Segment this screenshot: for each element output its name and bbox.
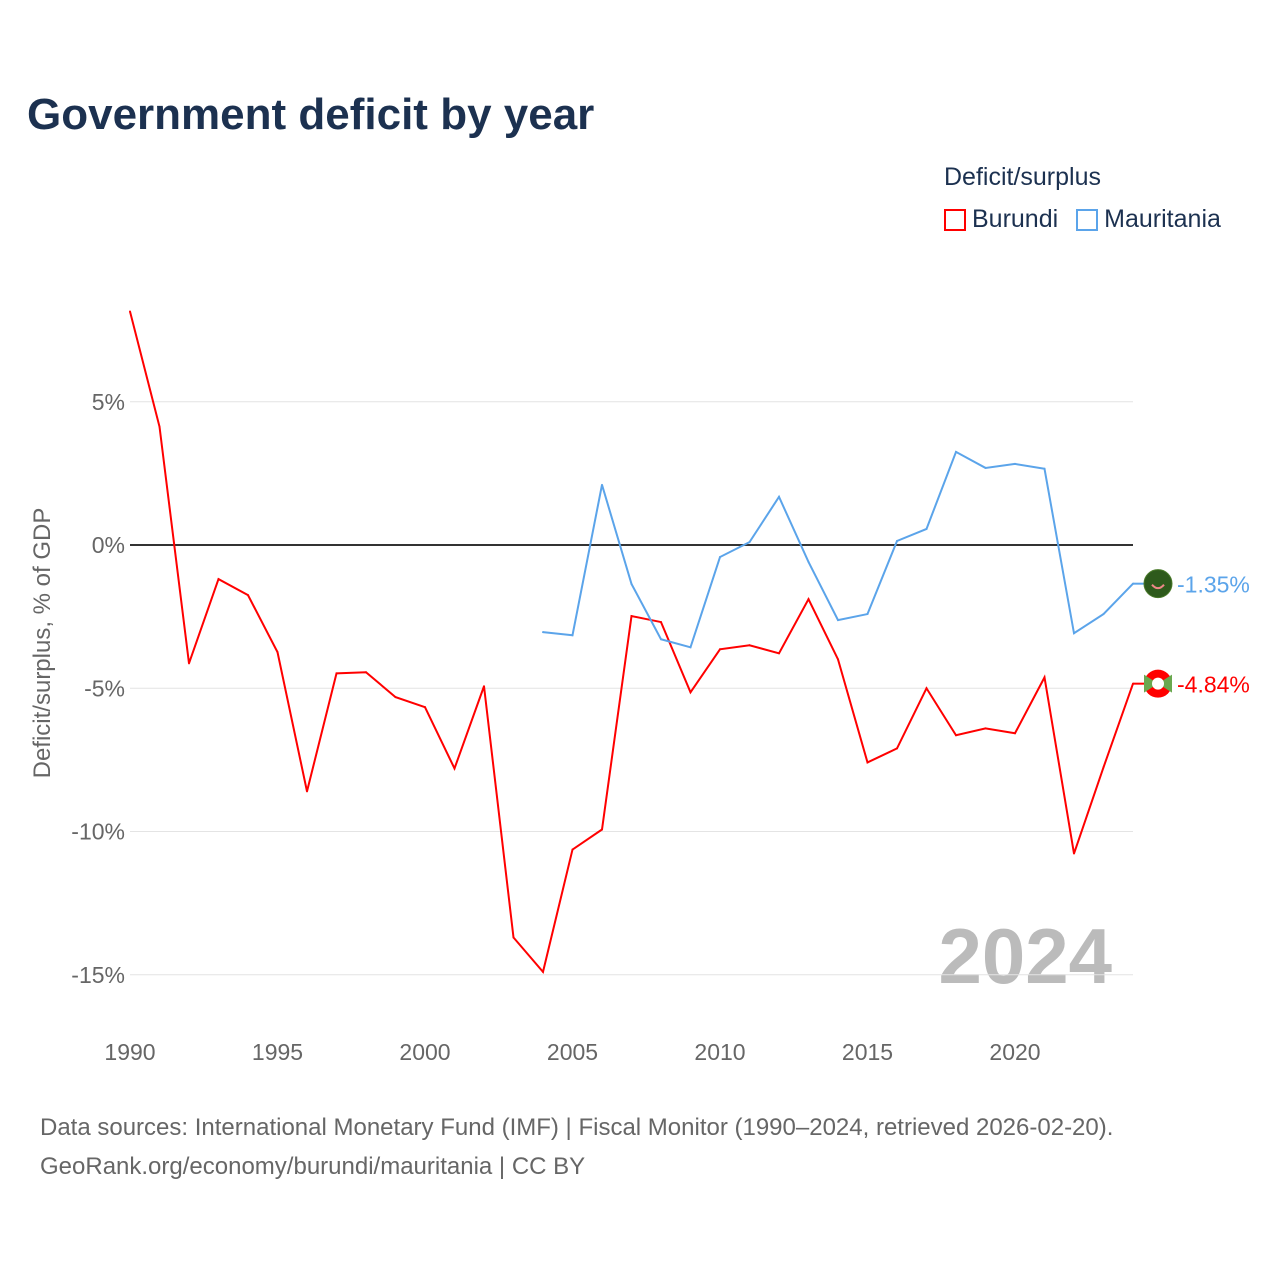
data-point [630,615,633,618]
data-point [129,310,131,313]
data-point [1014,462,1016,465]
data-point [689,646,692,649]
x-tick-label: 2005 [547,1039,598,1065]
y-tick-label: -10% [71,819,125,845]
y-tick-label: -5% [84,675,125,701]
data-point [719,648,721,651]
x-tick-label: 2020 [989,1039,1040,1065]
data-point [925,527,928,530]
series-line-burundi [129,311,1134,975]
legend: Burundi Mauritania [944,205,1221,234]
legend-swatch-burundi [944,208,966,231]
data-point [748,644,751,647]
data-point [778,652,780,655]
y-tick-label: 0% [92,532,125,558]
data-point [1102,613,1105,616]
data-point [1073,632,1075,635]
data-point [1073,852,1075,855]
source-line-2[interactable]: GeoRank.org/economy/burundi/mauritania |… [40,1153,586,1180]
y-tick-label: 5% [92,389,125,415]
mauritania-flag-crescent [1151,583,1165,590]
data-point [955,450,957,453]
end-value-label: -4.84% [1177,672,1250,698]
data-point [276,651,279,654]
data-point [1014,732,1016,735]
data-point [453,767,456,770]
data-point [483,685,485,688]
chart-title: Government deficit by year [27,90,595,139]
legend-item-burundi[interactable]: Burundi [944,205,1058,234]
data-point [866,761,869,764]
y-tick-label: -15% [71,962,125,988]
legend-label: Burundi [972,205,1059,233]
data-point [896,747,898,750]
data-point [601,828,603,831]
data-point [837,619,839,622]
data-point [984,727,987,730]
data-point [365,671,367,674]
data-point [158,425,161,428]
data-point [807,560,810,563]
data-point [689,691,692,694]
data-point [424,706,426,709]
end-value-label: -1.35% [1177,572,1250,598]
x-tick-label: 1995 [252,1039,303,1065]
data-point [660,638,662,641]
x-tick-label: 1990 [104,1039,155,1065]
data-point [394,696,397,699]
data-point [247,594,249,597]
data-point [984,466,987,469]
data-point [660,621,662,624]
data-point [571,634,574,637]
legend-item-mauritania[interactable]: Mauritania [1076,205,1221,234]
data-point [837,658,839,661]
data-point [1102,766,1105,769]
legend-swatch-mauritania [1076,208,1099,231]
data-point [1043,676,1046,679]
source-note: Data sources: International Monetary Fun… [40,1108,1113,1186]
data-point [925,687,928,690]
data-point [542,970,544,973]
mauritania-flag-icon [1143,569,1173,599]
year-label: 2024 [938,912,1112,1000]
data-point [601,483,603,486]
data-point [896,539,898,542]
data-point [719,556,721,559]
data-point [188,662,190,665]
legend-title: Deficit/surplus [944,163,1101,191]
source-line-1: Data sources: International Monetary Fun… [40,1114,1114,1141]
x-tick-label: 2015 [842,1039,893,1065]
y-axis-label: Deficit/surplus, % of GDP [29,508,56,779]
data-point [748,541,751,544]
data-point [217,578,220,581]
data-point [807,598,810,601]
data-point [866,613,869,616]
data-point [630,582,633,585]
data-point [542,631,544,634]
x-tick-label: 2010 [694,1039,745,1065]
data-point [512,936,515,939]
data-point [335,672,338,675]
legend-label: Mauritania [1104,205,1221,233]
data-point [571,848,574,851]
data-point [955,734,957,737]
burundi-flag-center [1152,677,1164,690]
data-point [1043,467,1046,470]
data-point [306,790,308,793]
data-point [778,495,780,498]
x-tick-label: 2000 [399,1039,450,1065]
